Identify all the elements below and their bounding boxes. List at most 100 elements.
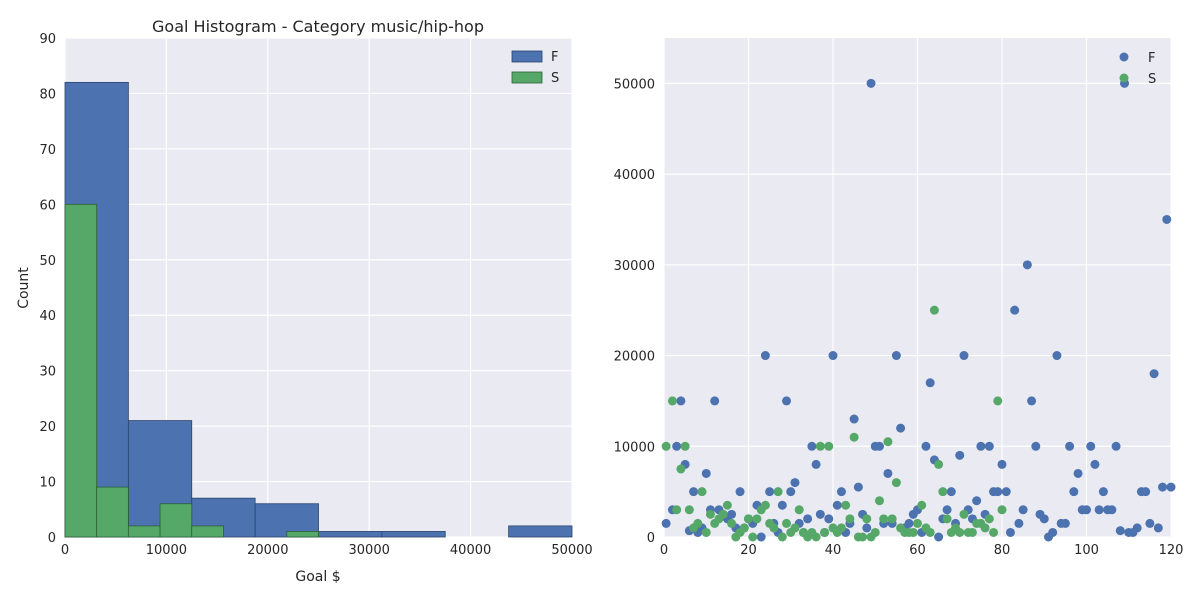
scatter-point-f — [1048, 527, 1058, 537]
scatter-point-f — [676, 396, 686, 406]
scatter-point-s — [938, 487, 948, 497]
histogram-bar-f — [381, 531, 446, 538]
scatter-point-f — [1149, 369, 1159, 379]
scatter-point-f — [1153, 523, 1163, 533]
scatter-point-s — [718, 509, 728, 519]
scatter-point-f — [997, 459, 1007, 469]
scatter-y-tick-labels: 0 10000 20000 30000 40000 50000 — [614, 77, 655, 546]
scatter-point-f — [1098, 487, 1108, 497]
scatter-point-s — [845, 514, 855, 524]
scatter-point-s — [942, 514, 952, 524]
scatter-point-f — [853, 482, 863, 492]
histogram-y-tick-label: 10 — [39, 476, 56, 491]
scatter-point-f — [815, 509, 825, 519]
scatter-point-s — [794, 505, 804, 515]
scatter-point-s — [891, 478, 901, 488]
scatter-point-s — [984, 514, 994, 524]
scatter-x-tick-label: 120 — [1159, 543, 1184, 558]
scatter-point-f — [921, 441, 931, 451]
scatter-point-f — [1052, 351, 1062, 361]
scatter-point-s — [693, 518, 703, 528]
scatter-point-s — [967, 527, 977, 537]
scatter-point-f — [883, 468, 893, 478]
scatter-point-s — [672, 505, 682, 515]
scatter-point-f — [1027, 396, 1037, 406]
scatter-point-f — [803, 514, 813, 524]
scatter-point-f — [934, 532, 944, 542]
scatter-point-f — [1162, 214, 1172, 224]
scatter-x-tick-label: 20 — [740, 543, 757, 558]
scatter-point-f — [689, 487, 699, 497]
scatter-point-f — [891, 351, 901, 361]
scatter-point-f — [896, 423, 906, 433]
histogram-bars — [64, 81, 573, 538]
scatter-point-f — [836, 487, 846, 497]
scatter-point-f — [672, 441, 682, 451]
scatter-point-f — [866, 78, 876, 88]
scatter-point-s — [917, 500, 927, 510]
scatter-point-s — [739, 523, 749, 533]
scatter-point-s — [849, 432, 859, 442]
scatter-x-tick-label: 60 — [909, 543, 926, 558]
scatter-point-s — [760, 500, 770, 510]
scatter-point-s — [908, 527, 918, 537]
scatter-point-f — [1010, 305, 1020, 315]
scatter-point-s — [777, 532, 787, 542]
scatter-point-s — [748, 532, 758, 542]
scatter-point-s — [858, 532, 868, 542]
scatter-point-f — [1082, 505, 1091, 515]
scatter-point-s — [752, 514, 762, 524]
scatter-point-f — [782, 396, 792, 406]
scatter-point-f — [824, 514, 834, 524]
histogram-bar-s — [96, 486, 129, 538]
scatter-point-s — [862, 514, 872, 524]
scatter-point-f — [1145, 518, 1155, 528]
legend-label-f: F — [1148, 51, 1155, 66]
scatter-point-f — [727, 509, 737, 519]
scatter-point-f — [807, 441, 817, 451]
scatter-y-tick-label: 10000 — [614, 440, 655, 455]
scatter-point-s — [701, 527, 711, 537]
scatter-point-s — [773, 487, 783, 497]
scatter-point-s — [959, 509, 969, 519]
histogram-x-tick-labels: 0 10000 20000 30000 40000 50000 — [61, 543, 593, 558]
scatter-point-f — [1094, 505, 1104, 515]
scatter-point-f — [849, 414, 859, 424]
scatter-point-f — [1039, 514, 1049, 524]
histogram-y-tick-labels: 0 10 20 30 40 50 60 70 80 90 — [39, 32, 56, 546]
scatter-point-f — [959, 351, 969, 361]
scatter-point-f — [955, 450, 965, 460]
legend-marker-s — [1119, 73, 1129, 83]
scatter-point-f — [904, 518, 914, 528]
histogram-chart: 0 10000 20000 30000 40000 50000 0 10 20 30 40 50 60… — [16, 17, 593, 585]
scatter-point-f — [1022, 260, 1032, 270]
scatter-point-s — [705, 509, 715, 519]
scatter-point-f — [1107, 505, 1117, 515]
histogram-bar-s — [127, 525, 161, 538]
scatter-point-f — [946, 487, 956, 497]
scatter-point-s — [934, 459, 944, 469]
scatter-points — [661, 78, 1176, 542]
scatter-point-s — [820, 527, 830, 537]
scatter-x-tick-labels: 0 20 40 60 80 100 120 — [660, 543, 1184, 558]
scatter-point-f — [1014, 518, 1024, 528]
legend-label-s: S — [1148, 72, 1156, 87]
scatter-point-s — [879, 514, 889, 524]
scatter-point-s — [667, 396, 677, 406]
scatter-point-s — [870, 527, 880, 537]
scatter-point-s — [676, 464, 686, 474]
scatter-point-f — [1115, 526, 1125, 536]
scatter-point-f — [1111, 441, 1121, 451]
legend-marker-f — [1119, 52, 1129, 62]
scatter-point-f — [760, 351, 770, 361]
histogram-legend: F S — [511, 50, 559, 86]
histogram-y-tick-label: 60 — [39, 198, 56, 213]
histogram-x-tick-label: 10000 — [146, 543, 187, 558]
scatter-x-tick-label: 0 — [660, 543, 668, 558]
histogram-bar-s — [159, 503, 193, 538]
legend-swatch-s — [511, 71, 543, 84]
scatter-gridlines — [663, 38, 1172, 538]
scatter-point-f — [1073, 468, 1083, 478]
scatter-point-s — [769, 523, 779, 533]
